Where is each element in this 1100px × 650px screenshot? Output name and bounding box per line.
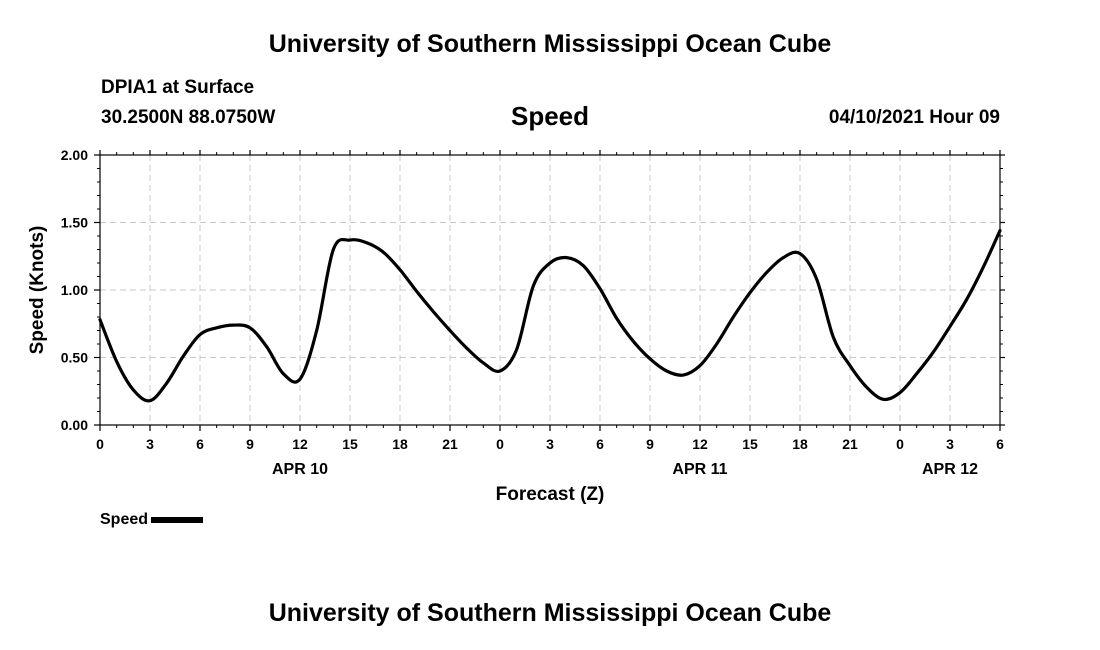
x-tick-label: 12 (292, 436, 308, 452)
x-tick-label: 21 (442, 436, 458, 452)
y-tick-label: 2.00 (61, 147, 88, 163)
station-name: DPIA1 at Surface (101, 77, 255, 98)
y-tick-label: 1.00 (61, 282, 88, 298)
x-tick-label: 12 (692, 436, 708, 452)
x-tick-label: 21 (842, 436, 858, 452)
forecast-date: 04/10/2021 Hour 09 (828, 107, 1000, 128)
bottom-title: University of Southern Mississippi Ocean… (268, 599, 832, 627)
legend: Speed (100, 510, 204, 530)
station-coordinates: 30.2500N 88.0750W (101, 107, 276, 128)
x-tick-label: 15 (342, 436, 358, 452)
y-tick-label: 0.00 (61, 417, 88, 433)
day-label: APR 10 (272, 461, 328, 478)
x-tick-label: 9 (646, 436, 654, 452)
x-tick-label: 3 (146, 436, 154, 452)
x-tick-label: 3 (946, 436, 954, 452)
x-tick-label: 18 (792, 436, 808, 452)
x-tick-label: 15 (742, 436, 758, 452)
x-tick-label: 0 (96, 436, 104, 452)
x-axis-label: Forecast (Z) (496, 484, 605, 505)
x-tick-label: 3 (546, 436, 554, 452)
legend-swatch (151, 517, 204, 523)
speed-series-line (98, 229, 1002, 403)
top-title: University of Southern Mississippi Ocean… (268, 30, 832, 58)
day-label: APR 12 (922, 461, 978, 478)
x-tick-label: 9 (246, 436, 254, 452)
plot-frame (99, 154, 1001, 426)
x-tick-label: 18 (392, 436, 408, 452)
day-label: APR 11 (672, 461, 727, 478)
x-tick-label: 6 (996, 436, 1004, 452)
y-tick-label: 1.50 (61, 215, 88, 231)
chart-title: Speed (510, 101, 590, 131)
grid-lines (100, 155, 1000, 425)
y-tick-label: 0.50 (61, 350, 88, 366)
x-tick-label: 0 (896, 436, 904, 452)
legend-label: Speed (100, 511, 149, 528)
x-tick-label: 6 (196, 436, 204, 452)
x-tick-label: 0 (496, 436, 504, 452)
x-tick-label: 6 (596, 436, 604, 452)
tick-labels: 0 3 6 9 12 15 18 21 0 3 6 9 12 15 18 21 0 3 6 0.00 0.50 1.00 1… (61, 147, 1004, 478)
y-axis-label: Speed (Knots) (27, 226, 48, 355)
